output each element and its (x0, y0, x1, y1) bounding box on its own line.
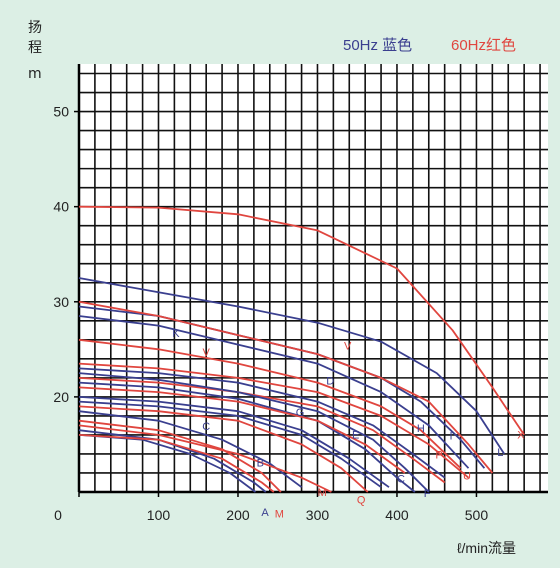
plot-area (79, 64, 548, 492)
curve-label: M (318, 487, 327, 499)
curve-T (78, 434, 275, 493)
curve-label: V (344, 340, 352, 352)
x-tick-label: 500 (465, 507, 489, 523)
tick-labels: 0 100 200 300 400 500 20 30 40 50 (53, 104, 488, 523)
x-tick-label: 300 (306, 507, 330, 523)
curve-label: B (257, 457, 264, 469)
curve-label: Q (357, 494, 366, 506)
curve-label: C (397, 473, 405, 485)
x-tick-label: 400 (385, 507, 409, 523)
plot-background (79, 64, 548, 492)
y-tick-label: 30 (53, 294, 69, 310)
curve-label: I (449, 431, 452, 443)
curve-label: L (497, 447, 503, 459)
curve-E (78, 400, 382, 488)
curve-M (78, 419, 282, 493)
curve-P (78, 377, 446, 484)
curve-L (78, 277, 506, 455)
y-axis-title-1: 扬 (28, 20, 42, 36)
curve-label: A (261, 507, 269, 519)
curve-label: C (202, 421, 210, 433)
y-tick-label: 50 (53, 104, 69, 120)
x-tick-label: 100 (147, 507, 171, 523)
curves (78, 205, 525, 493)
curve-Q (78, 424, 332, 493)
curve-label: E (352, 430, 359, 442)
curve-label: K (172, 328, 180, 340)
curve-label: X (517, 430, 525, 442)
curve-N (78, 405, 369, 493)
grid (78, 64, 548, 492)
x-axis-title: ℓ/min流量 (457, 540, 516, 556)
curve-O (78, 386, 406, 474)
curve-label: D (326, 376, 334, 388)
curve-H (78, 372, 430, 493)
curve-label: H (417, 423, 425, 435)
legend-60hz: 60Hz红色 (451, 37, 516, 54)
curve-X (78, 205, 525, 436)
curve-U (78, 362, 470, 479)
curve-C (78, 410, 303, 488)
curve-J (78, 315, 470, 469)
curve-label: P (435, 450, 442, 462)
curve-label: G (296, 407, 305, 419)
curve-label: M (275, 509, 284, 521)
curve-W (78, 338, 462, 469)
y-tick-label: 40 (53, 199, 69, 215)
y-axis-title-2: 程 (28, 40, 42, 56)
curve-label: U (463, 471, 471, 483)
curve-label: V (203, 347, 211, 359)
curve-V (78, 300, 494, 474)
y-axis-title-3: m (28, 66, 42, 82)
curve-B (78, 429, 267, 493)
curve-I (78, 367, 446, 479)
y-tick-label: 20 (53, 389, 69, 405)
curve-G (78, 396, 390, 488)
x-tick-label: 0 (54, 507, 62, 523)
legend-50hz: 50Hz 蓝色 (343, 37, 412, 54)
curve-label: F (424, 488, 431, 500)
x-tick-label: 200 (226, 507, 250, 523)
